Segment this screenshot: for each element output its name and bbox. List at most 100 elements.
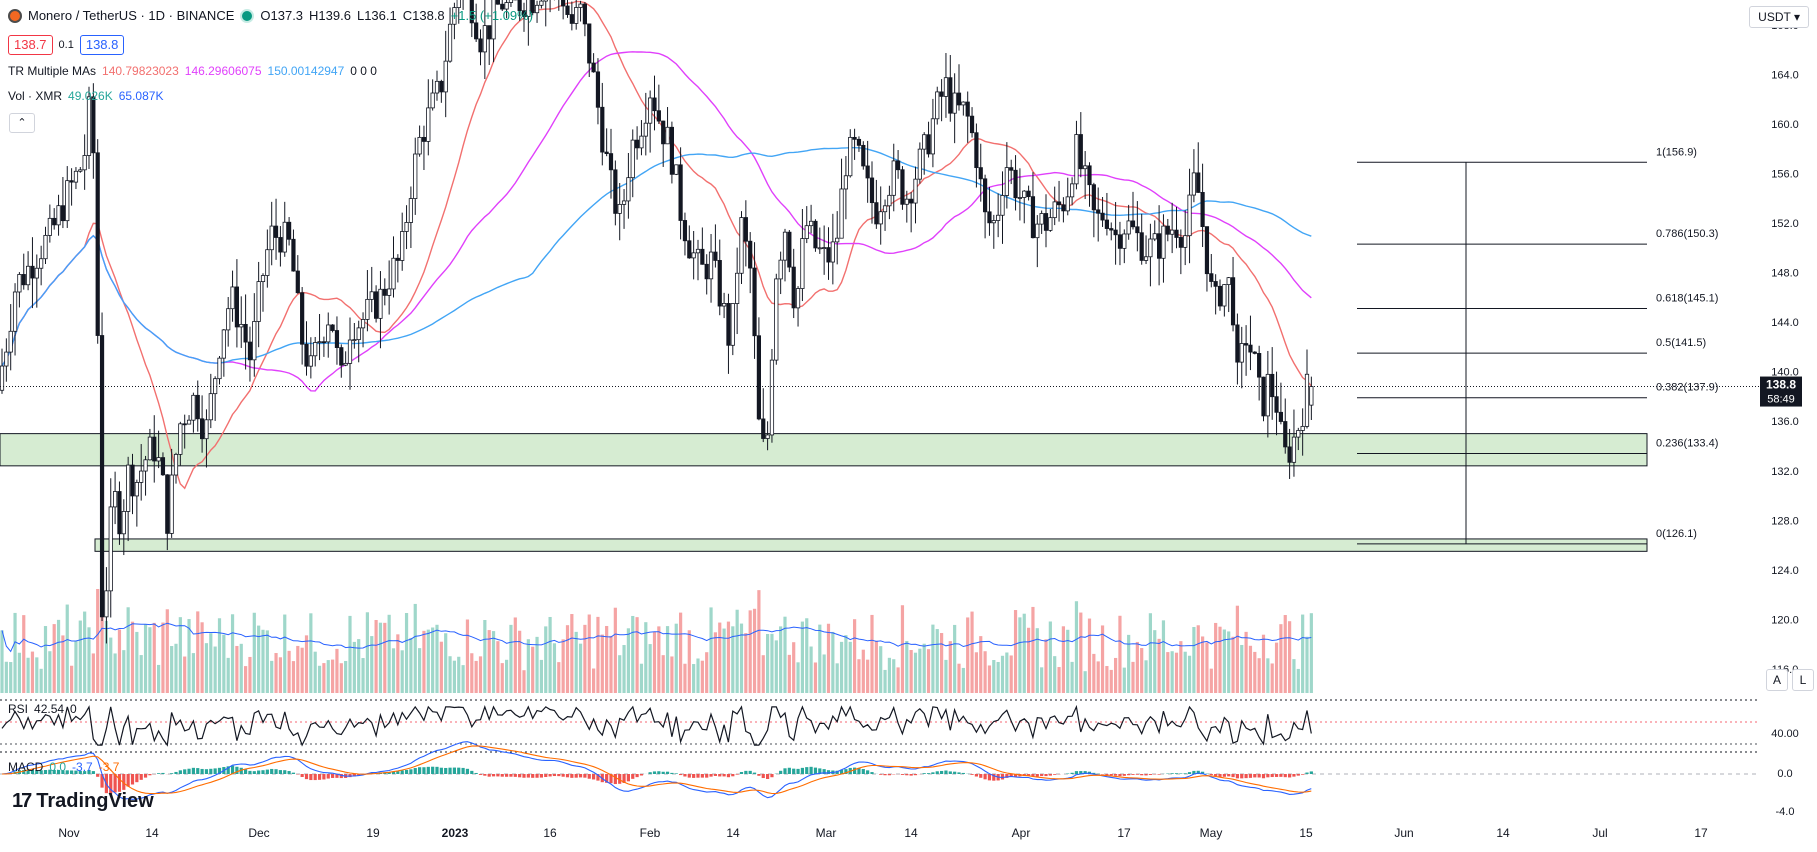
candle-down [21, 274, 26, 286]
candle-down [756, 335, 762, 420]
time-axis[interactable]: Nov 14 Dec 19 2023 16 Feb 14 Mar 14 Apr 17 May 15 Jun 1… [58, 826, 1708, 840]
volume-bar [1253, 651, 1257, 693]
macd-histogram-bar [226, 766, 230, 774]
macd-legend[interactable]: MACD 0.0 -3.7 -3.7 [8, 760, 119, 774]
macd-histogram-bar [1274, 774, 1279, 777]
candle-down [1257, 353, 1262, 378]
collapse-legend-button[interactable]: ⌃ [9, 113, 35, 133]
macd-histogram-bar [544, 774, 548, 778]
volume-bar [448, 656, 452, 693]
volume-bar [309, 613, 313, 693]
macd-histogram-bar [1048, 774, 1052, 776]
volume-bar [1296, 668, 1300, 693]
candle-up [269, 225, 274, 251]
volume-bar [317, 665, 322, 693]
volume-bar [4, 661, 8, 693]
macd-histogram-bar [1092, 772, 1096, 774]
candle-down [956, 92, 962, 106]
macd-histogram-bar [178, 770, 182, 774]
candle-down [561, 0, 566, 7]
fibonacci-retracement[interactable]: 1(156.9) 0.786(150.3) 0.618(145.1) 0.5(141.… [1357, 146, 1718, 545]
auto-scale-button[interactable]: A [1766, 669, 1788, 691]
volume-value: 49.026K [68, 89, 113, 103]
candle-up [239, 323, 244, 328]
candle-up [935, 91, 940, 120]
macd-histogram-bar [130, 774, 135, 785]
currency-selector[interactable]: USDT ▾ [1749, 6, 1809, 28]
candle-down [1043, 213, 1049, 231]
candle-up [0, 365, 5, 391]
candle-up [113, 491, 118, 508]
macd-histogram-bar [1253, 774, 1257, 778]
volume-bar [65, 604, 69, 693]
macd-histogram-bar [561, 774, 565, 777]
volume-bar [609, 635, 613, 693]
candle-down [787, 231, 792, 268]
candle-down [900, 169, 905, 205]
volume-legend[interactable]: Vol · XMR 49.026K 65.087K [8, 89, 163, 103]
candle-up [774, 278, 779, 361]
ask-price[interactable]: 138.8 [79, 35, 125, 55]
candle-up [1074, 134, 1079, 185]
log-scale-button[interactable]: L [1792, 669, 1814, 691]
volume-bar [1183, 651, 1187, 693]
macd-histogram-bar [109, 774, 113, 794]
ohlc-close: C138.8 [402, 8, 445, 23]
macd-histogram-bar [1127, 774, 1131, 776]
candle-up [447, 23, 453, 62]
candle-up [708, 251, 714, 280]
candle-down [1174, 229, 1179, 238]
candle-up [1170, 229, 1175, 235]
volume-bar [257, 625, 261, 693]
volume-bar [391, 648, 396, 693]
volume-bar [1109, 669, 1113, 693]
volume-bar [974, 652, 978, 693]
candle-down [1283, 421, 1288, 448]
volume-bar [900, 605, 905, 693]
bid-price[interactable]: 138.7 [8, 35, 53, 55]
candle-down [582, 3, 588, 25]
candle-down [1287, 446, 1292, 463]
volume-bar [779, 626, 783, 693]
macd-histogram-bar [74, 770, 78, 774]
volume-bar [143, 624, 148, 693]
volume-bar [1057, 667, 1061, 693]
volume-bar [592, 668, 596, 693]
candle-up [1017, 197, 1023, 199]
candle-up [904, 198, 909, 205]
price-axis[interactable]: 168.0164.0160.0156.0152.0148.0144.0140.0… [1760, 20, 1802, 676]
volume-bar [135, 631, 139, 693]
candle-up [17, 274, 22, 293]
candle-up [543, 0, 548, 2]
volume-bars [0, 589, 1313, 693]
macd-histogram-bar [239, 767, 243, 774]
macd-histogram-bar [1044, 774, 1048, 777]
rsi-legend[interactable]: RSI 42.54 0 [8, 702, 77, 716]
macd-histogram-bar [731, 774, 735, 777]
volume-bar [30, 651, 35, 693]
volume-bar [826, 623, 831, 693]
volume-bar [739, 623, 744, 693]
ma-legend[interactable]: TR Multiple MAs 140.79823023 146.2960607… [8, 64, 377, 78]
macd-histogram-bar [126, 774, 130, 787]
volume-bar [526, 639, 530, 693]
candle-up [204, 419, 209, 440]
macd-histogram-bar [500, 774, 504, 777]
macd-histogram-bar [844, 769, 848, 774]
macd-histogram-bar [335, 774, 339, 778]
volume-bar [1179, 641, 1183, 693]
candle-up [778, 259, 783, 280]
volume-bar [396, 634, 400, 693]
candle-up [317, 341, 322, 344]
candle-up [491, 0, 496, 40]
volume-bar [1205, 642, 1209, 693]
tradingview-logo[interactable]: 17 TradingView [12, 790, 154, 813]
candle-down [1139, 232, 1144, 261]
macd-histogram-bar [326, 774, 330, 779]
candle-up [917, 148, 922, 180]
ma-label: TR Multiple MAs [8, 64, 97, 78]
candle-down [1213, 281, 1218, 287]
fib-level-label: 0.5(141.5) [1656, 337, 1706, 349]
symbol-title[interactable]: Monero / TetherUS · 1D · BINANCE [28, 8, 235, 23]
